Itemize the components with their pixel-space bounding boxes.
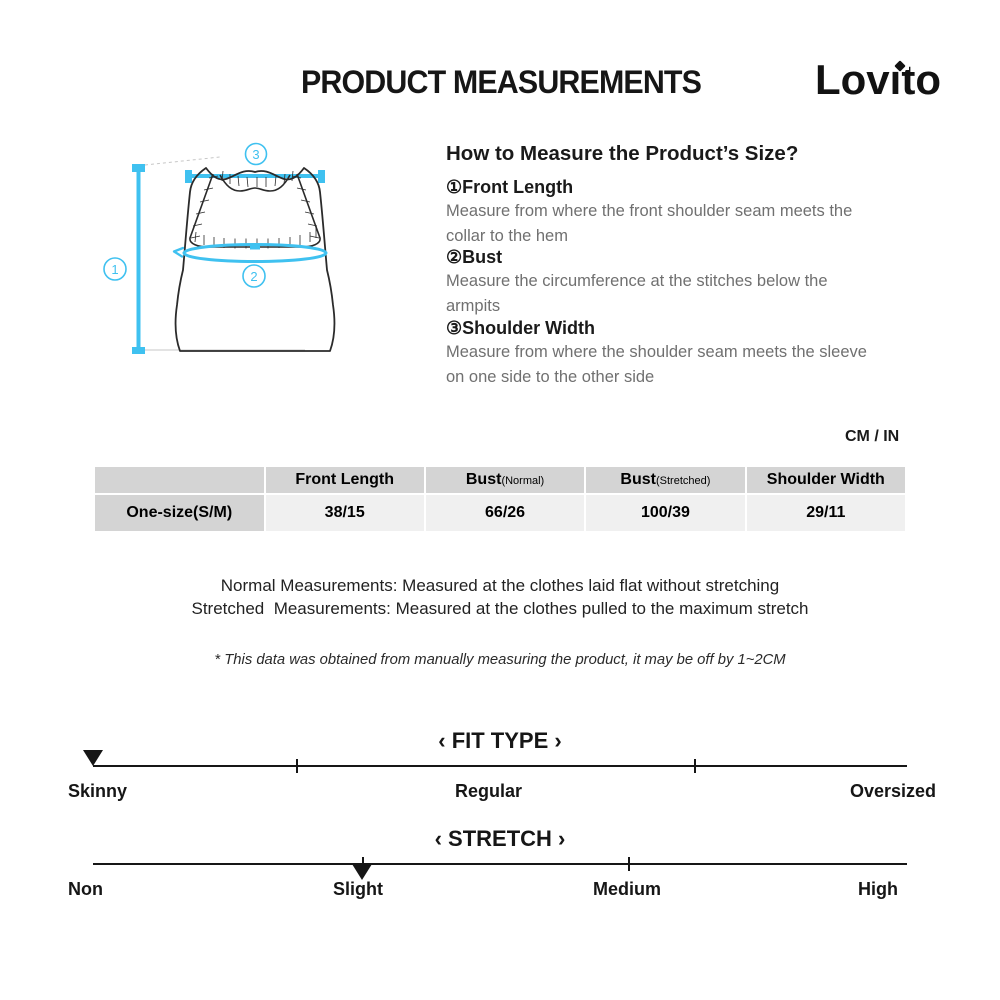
svg-text:2: 2 [250,269,257,284]
svg-text:3: 3 [252,147,259,162]
svg-text:1: 1 [111,262,118,277]
